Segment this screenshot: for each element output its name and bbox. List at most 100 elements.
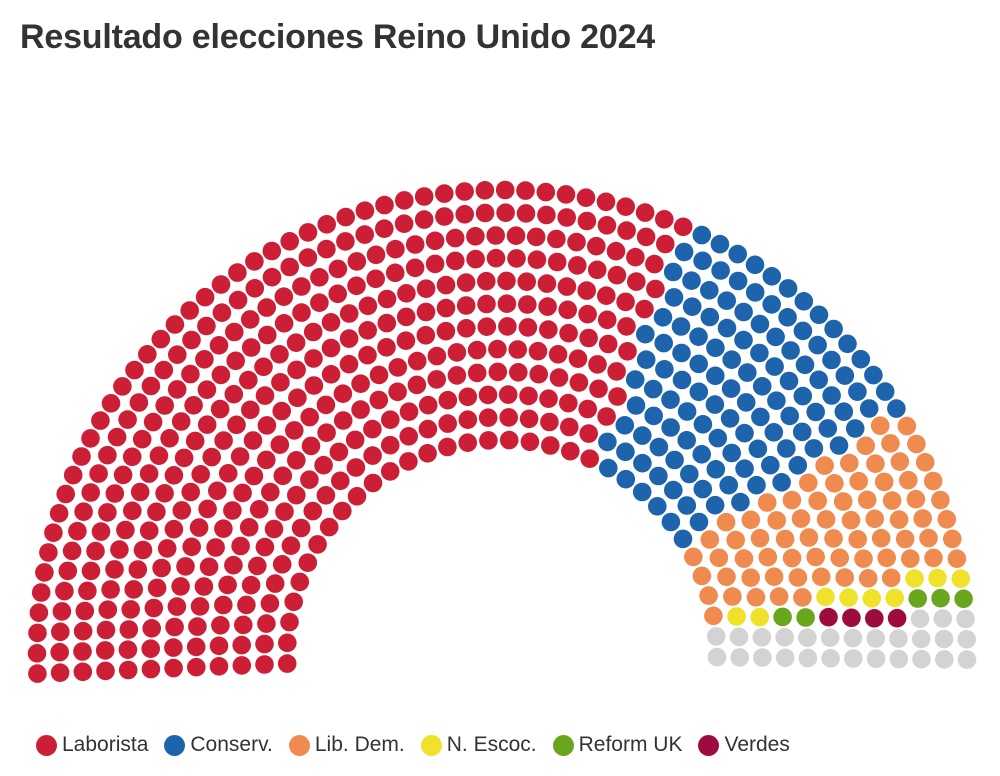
seat-dot <box>301 436 321 456</box>
seat-dot <box>435 184 454 203</box>
seat-dot <box>300 470 319 490</box>
seat-dot <box>935 650 954 669</box>
seat-dot <box>149 446 169 466</box>
seat-dot <box>865 609 884 628</box>
seat-dot <box>239 518 259 537</box>
seat-dot <box>738 363 757 382</box>
seat-dot <box>887 608 907 628</box>
seat-dot <box>517 272 536 292</box>
seat-dot <box>466 249 485 269</box>
seat-dot <box>862 589 882 608</box>
seat-dot <box>255 655 274 674</box>
seat-dot <box>644 406 663 426</box>
seat-dot <box>549 368 569 387</box>
seat-dot <box>194 577 214 596</box>
seat-dot <box>816 510 836 529</box>
seat-dot <box>516 181 535 200</box>
legend-item: Laborista <box>36 733 148 757</box>
seat-dot <box>155 484 174 503</box>
seat-dot <box>750 314 770 334</box>
seat-dot <box>228 290 248 310</box>
seat-dot <box>943 529 962 549</box>
seat-dot <box>854 549 873 568</box>
seat-dot <box>556 185 576 204</box>
seat-dot <box>239 370 258 390</box>
seat-dot <box>321 338 341 358</box>
seat-dot <box>280 612 299 632</box>
seat-dot <box>700 530 720 549</box>
seat-dot <box>377 313 397 333</box>
seat-dot <box>753 648 772 667</box>
seat-dot <box>105 560 124 579</box>
seat-dot <box>278 633 297 653</box>
seat-dot <box>303 322 323 342</box>
seat-dot <box>809 370 828 390</box>
seat-dot <box>957 650 977 669</box>
seat-dot <box>626 396 646 415</box>
seat-dot <box>677 431 696 450</box>
seat-dot <box>957 630 976 649</box>
seat-dot <box>635 299 654 319</box>
seat-dot <box>475 203 495 223</box>
seat-dot <box>184 396 203 415</box>
seat-dot <box>224 555 243 575</box>
seat-dot <box>648 497 667 516</box>
seat-dot <box>287 451 306 470</box>
seat-dot <box>436 321 456 341</box>
seat-dot <box>557 277 577 296</box>
seat-dot <box>333 384 353 404</box>
seat-dot <box>693 415 713 434</box>
seat-dot <box>262 241 282 261</box>
seat-dot <box>882 491 902 510</box>
seat-dot <box>399 427 419 446</box>
seat-dot <box>509 363 528 382</box>
seat-dot <box>160 429 179 448</box>
seat-dot <box>689 354 708 374</box>
seat-dot <box>730 648 749 667</box>
legend-label: Verdes <box>724 733 790 756</box>
seat-dot <box>908 589 927 608</box>
seat-dot <box>764 423 784 442</box>
seat-dot <box>717 291 736 311</box>
seat-dot <box>741 568 760 587</box>
seat-dot <box>317 215 337 234</box>
seat-dot <box>547 252 567 272</box>
seat-dot <box>597 407 616 426</box>
seat-dot <box>874 472 894 492</box>
seat-dot <box>407 351 427 371</box>
seat-dot <box>689 512 709 532</box>
seat-dot <box>477 271 496 291</box>
seat-dot <box>139 521 159 540</box>
legend-swatch <box>36 734 57 756</box>
seat-dot <box>597 286 616 306</box>
seat-dot <box>286 333 306 353</box>
seat-dot <box>516 204 536 223</box>
seat-dot <box>615 416 635 435</box>
seat-dot <box>399 452 418 471</box>
seat-dot <box>197 316 216 336</box>
seat-dot <box>705 395 725 414</box>
seat-dot <box>63 465 83 485</box>
seat-dot <box>281 536 301 555</box>
seat-dot <box>664 288 684 307</box>
seat-dot <box>780 406 799 426</box>
seat-dot <box>497 271 516 291</box>
seat-dot <box>559 323 578 343</box>
seat-dot <box>824 529 843 548</box>
seat-dot <box>519 386 538 406</box>
seat-dot <box>291 518 311 538</box>
seat-dot <box>234 615 253 635</box>
seat-dot <box>758 547 778 567</box>
seat-dot <box>773 607 792 627</box>
seat-dot <box>113 377 132 396</box>
seat-dot <box>438 390 458 410</box>
seat-dot <box>245 279 265 298</box>
seat-dot <box>677 402 697 421</box>
seat-dot <box>729 627 749 647</box>
seat-dot <box>130 482 150 502</box>
seat-dot <box>110 540 129 559</box>
seat-dot <box>155 396 174 415</box>
seat-dot <box>314 455 333 475</box>
seat-dot <box>225 322 244 342</box>
seat-dot <box>924 548 943 568</box>
